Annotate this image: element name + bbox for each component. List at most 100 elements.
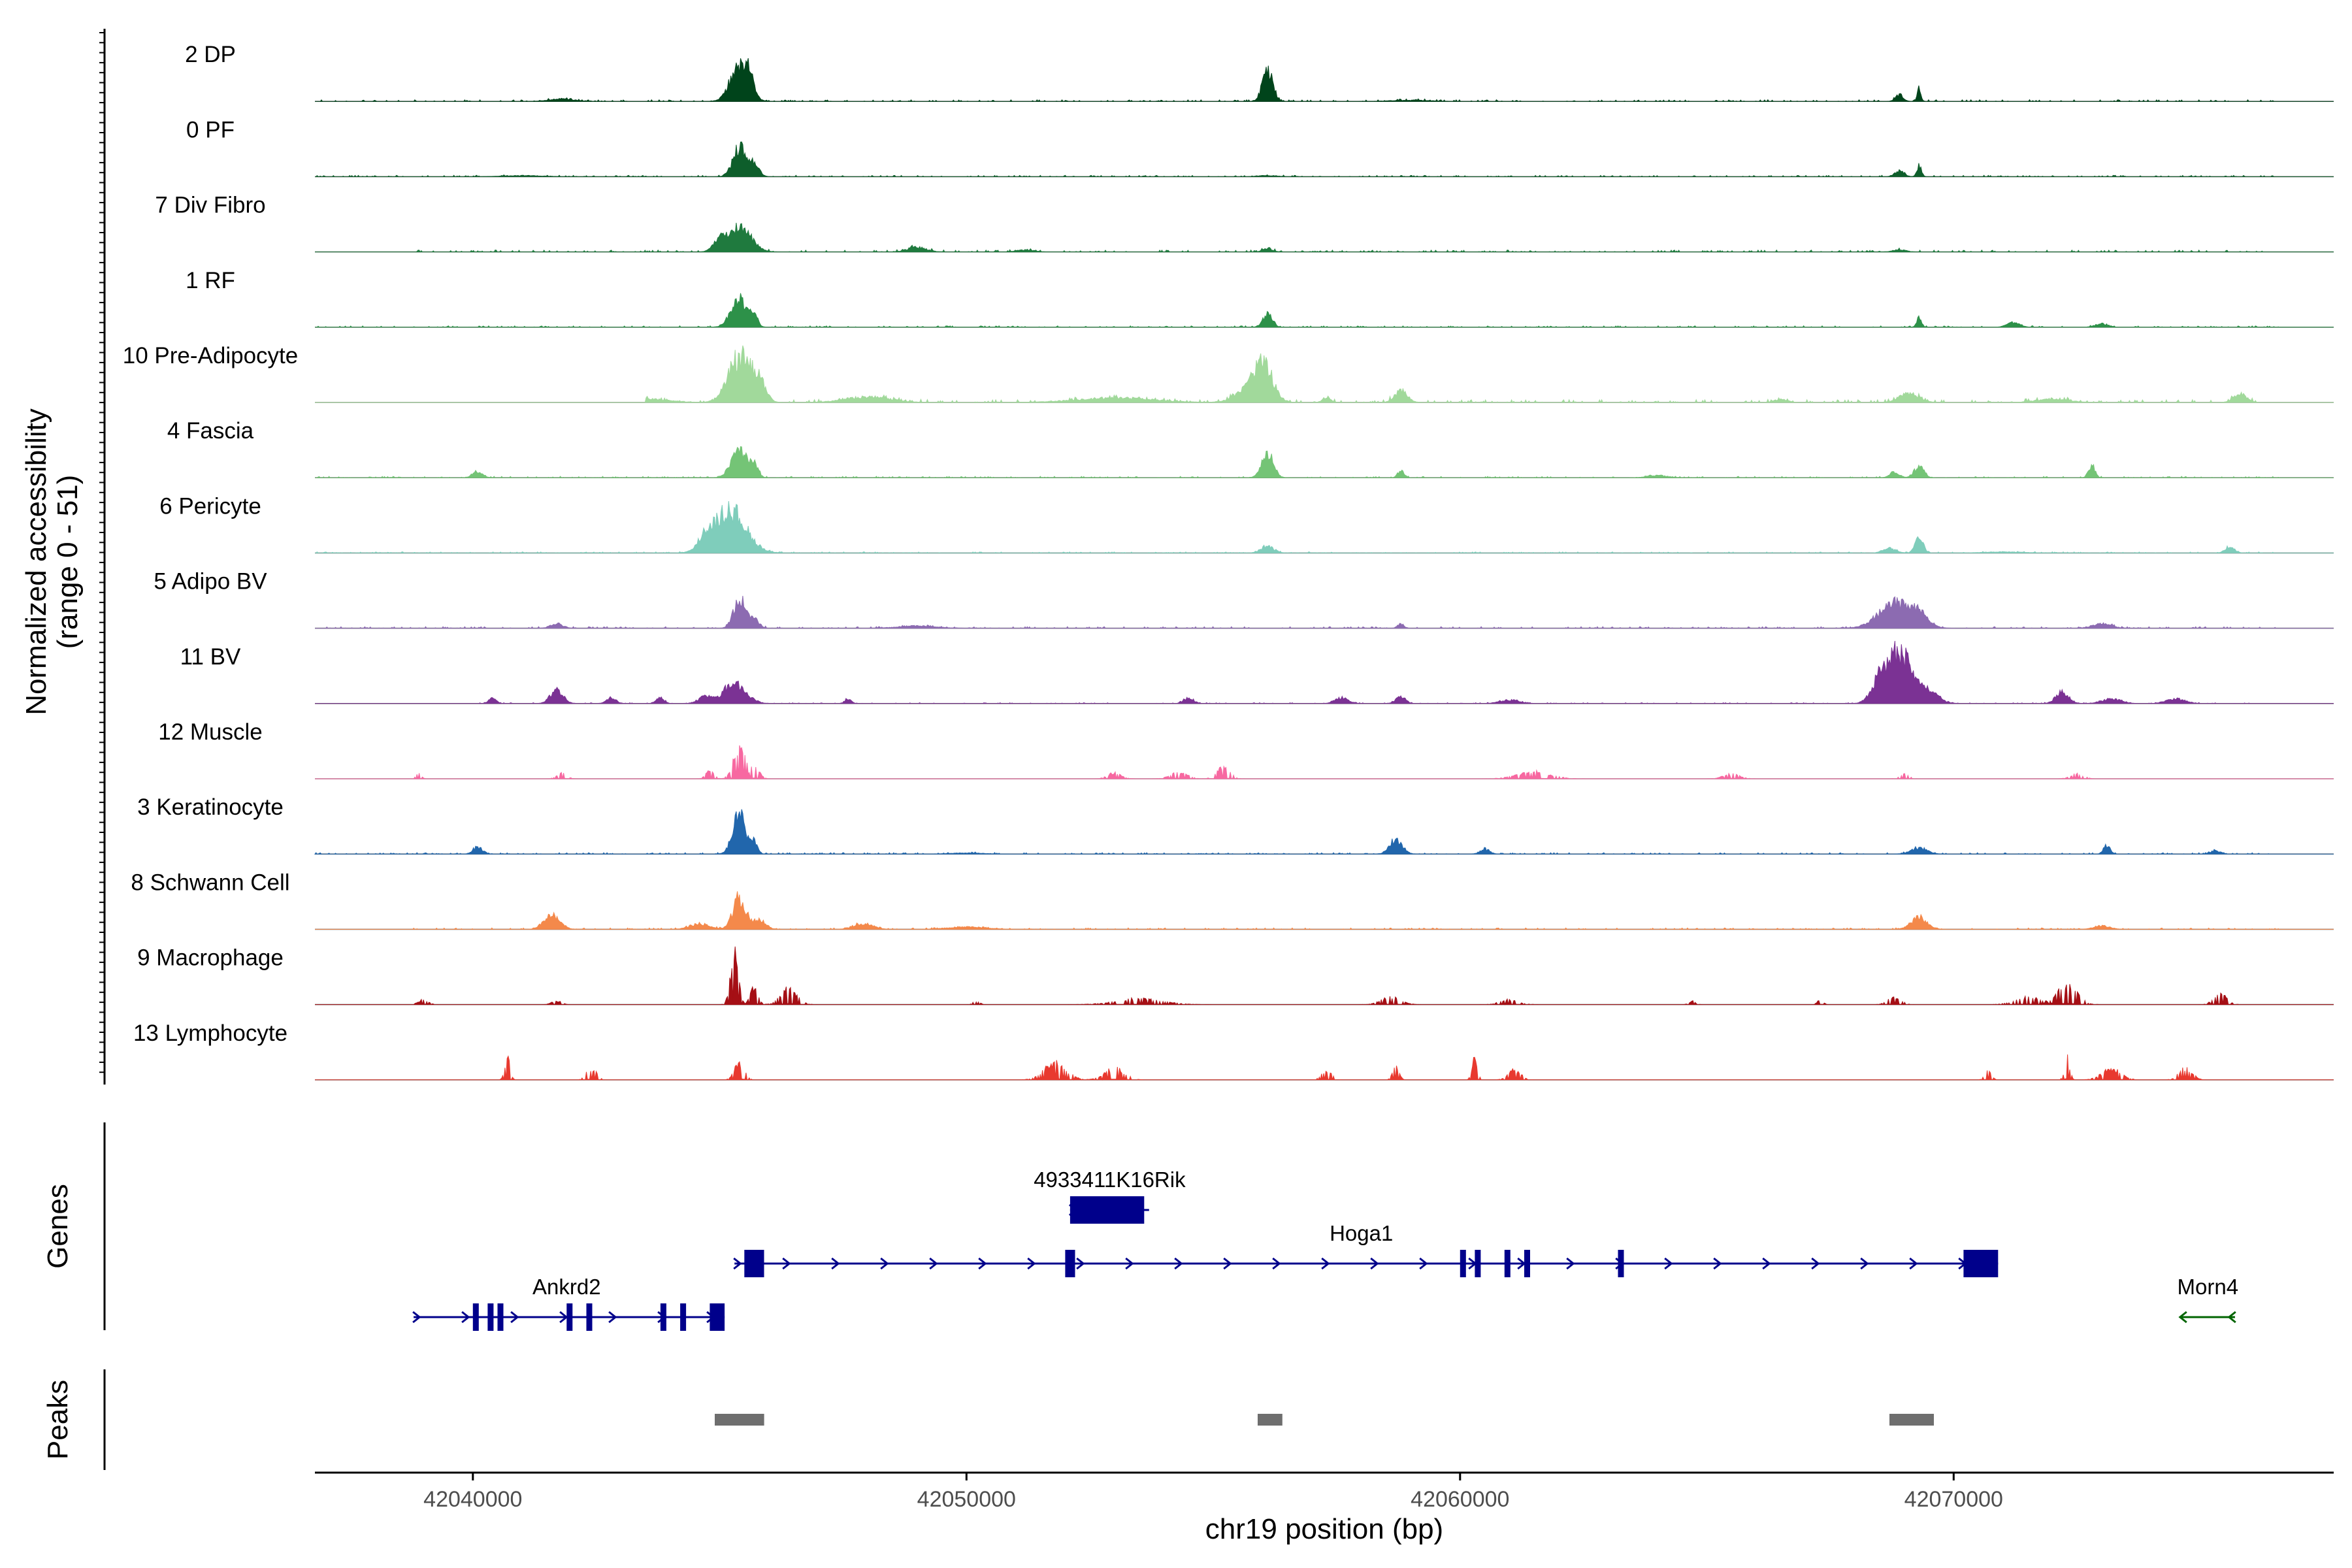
strand-arrow bbox=[559, 1311, 568, 1324]
track-label: 5 Adipo BV bbox=[154, 569, 267, 595]
exon bbox=[744, 1250, 764, 1277]
track-1: 2 DP bbox=[185, 42, 2334, 103]
gene-4933411k16rik: 4933411K16Rik bbox=[1034, 1168, 1186, 1224]
track-8: 5 Adipo BV bbox=[154, 569, 2334, 629]
coverage-area bbox=[315, 946, 2334, 1006]
strand-arrow bbox=[412, 1311, 421, 1324]
exon bbox=[680, 1303, 687, 1331]
strand-arrow bbox=[978, 1257, 987, 1270]
track-4: 1 RF bbox=[186, 268, 2334, 328]
track-3: 7 Div Fibro bbox=[155, 193, 2334, 253]
coverage-area bbox=[315, 141, 2334, 178]
track-14: 13 Lymphocyte bbox=[133, 1021, 2334, 1081]
strand-arrow bbox=[880, 1257, 889, 1270]
track-label: 7 Div Fibro bbox=[155, 193, 265, 218]
exon bbox=[1963, 1250, 1999, 1277]
x-tick-label: 42040000 bbox=[423, 1487, 522, 1512]
strand-arrow bbox=[1566, 1257, 1575, 1270]
peak-regions bbox=[715, 1414, 1934, 1426]
exon bbox=[472, 1303, 479, 1331]
coverage-area bbox=[315, 446, 2334, 478]
coverage-area bbox=[314, 809, 2334, 855]
strand-arrow bbox=[1321, 1257, 1330, 1270]
track-label: 1 RF bbox=[186, 268, 235, 293]
track-6: 4 Fascia bbox=[167, 418, 2334, 479]
track-label: 6 Pericyte bbox=[159, 493, 261, 519]
x-axis-ticks: 42040000 42050000 42060000 42070000 bbox=[423, 1473, 2003, 1512]
strand-arrow bbox=[2178, 1311, 2187, 1324]
coverage-area bbox=[315, 57, 2334, 103]
strand-arrow bbox=[510, 1311, 519, 1324]
strand-arrow bbox=[2227, 1311, 2236, 1324]
coverage-area bbox=[315, 891, 2334, 930]
track-label: 0 PF bbox=[186, 117, 235, 142]
peak-region bbox=[1889, 1414, 1934, 1426]
x-tick-label: 42060000 bbox=[1411, 1487, 1509, 1512]
track-label: 3 Keratinocyte bbox=[137, 794, 284, 820]
track-2: 0 PF bbox=[186, 117, 2334, 178]
strand-arrow bbox=[1027, 1257, 1036, 1270]
gene-label: Ankrd2 bbox=[532, 1275, 601, 1299]
peaks-panel-title: Peaks bbox=[42, 1380, 74, 1460]
track-13: 9 Macrophage bbox=[137, 945, 2334, 1006]
track-label: 10 Pre-Adipocyte bbox=[123, 343, 298, 368]
exon bbox=[1524, 1250, 1530, 1277]
strand-arrow bbox=[782, 1257, 791, 1270]
peak-region bbox=[715, 1414, 764, 1426]
exon bbox=[497, 1303, 504, 1331]
exon bbox=[586, 1303, 593, 1331]
coverage-area bbox=[315, 222, 2334, 253]
strand-arrow bbox=[1223, 1257, 1232, 1270]
coverage-area bbox=[315, 745, 2334, 780]
coverage-area bbox=[315, 345, 2334, 404]
track-7: 6 Pericyte bbox=[159, 493, 2334, 554]
y-axis-title-line2: (range 0 - 51) bbox=[52, 475, 84, 649]
strand-arrow bbox=[1811, 1257, 1820, 1270]
strand-arrow bbox=[1860, 1257, 1869, 1270]
track-label: 11 BV bbox=[180, 644, 241, 670]
genes-panel-title: Genes bbox=[42, 1184, 74, 1269]
track-9: 11 BV bbox=[180, 640, 2334, 704]
track-label: 8 Schwann Cell bbox=[131, 870, 289, 895]
track-11: 3 Keratinocyte bbox=[137, 794, 2334, 855]
strand-arrow bbox=[1762, 1257, 1771, 1270]
x-axis-title: chr19 position (bp) bbox=[1205, 1513, 1443, 1545]
strand-arrow bbox=[733, 1257, 742, 1270]
strand-arrow bbox=[1272, 1257, 1281, 1270]
peak-region bbox=[1258, 1414, 1282, 1426]
gene-label: Morn4 bbox=[2178, 1275, 2239, 1299]
exon bbox=[1070, 1196, 1076, 1224]
gene-annotations: 4933411K16Rik Hoga1 Ankrd2 Morn4 bbox=[412, 1168, 2239, 1331]
exon bbox=[566, 1303, 573, 1331]
strand-arrow bbox=[929, 1257, 938, 1270]
strand-arrow bbox=[461, 1311, 470, 1324]
exon bbox=[1075, 1196, 1145, 1224]
exon bbox=[1475, 1250, 1481, 1277]
strand-arrow bbox=[1713, 1257, 1722, 1270]
strand-arrow bbox=[1664, 1257, 1673, 1270]
strand-arrow bbox=[1909, 1257, 1918, 1270]
track-label: 4 Fascia bbox=[167, 418, 254, 444]
track-5: 10 Pre-Adipocyte bbox=[123, 343, 2334, 404]
strand-arrow bbox=[1370, 1257, 1379, 1270]
exon bbox=[487, 1303, 494, 1331]
strand-arrow bbox=[608, 1311, 617, 1324]
strand-arrow bbox=[831, 1257, 840, 1270]
x-tick-label: 42070000 bbox=[1904, 1487, 2003, 1512]
coverage-area bbox=[315, 596, 2334, 629]
track-10: 12 Muscle bbox=[158, 719, 2334, 780]
exon bbox=[1618, 1250, 1624, 1277]
gene-label: Hoga1 bbox=[1330, 1221, 1393, 1245]
strand-arrow bbox=[1125, 1257, 1134, 1270]
gene-label: 4933411K16Rik bbox=[1034, 1168, 1186, 1192]
exon bbox=[1504, 1250, 1511, 1277]
x-tick-label: 42050000 bbox=[917, 1487, 1016, 1512]
coverage-area bbox=[315, 640, 2334, 704]
track-12: 8 Schwann Cell bbox=[131, 870, 2334, 930]
y-axis-title-line1: Normalized accessibility bbox=[20, 408, 52, 715]
strand-arrow bbox=[1076, 1257, 1085, 1270]
coverage-area bbox=[315, 293, 2334, 328]
track-label: 9 Macrophage bbox=[137, 945, 284, 971]
exon bbox=[1065, 1250, 1075, 1277]
